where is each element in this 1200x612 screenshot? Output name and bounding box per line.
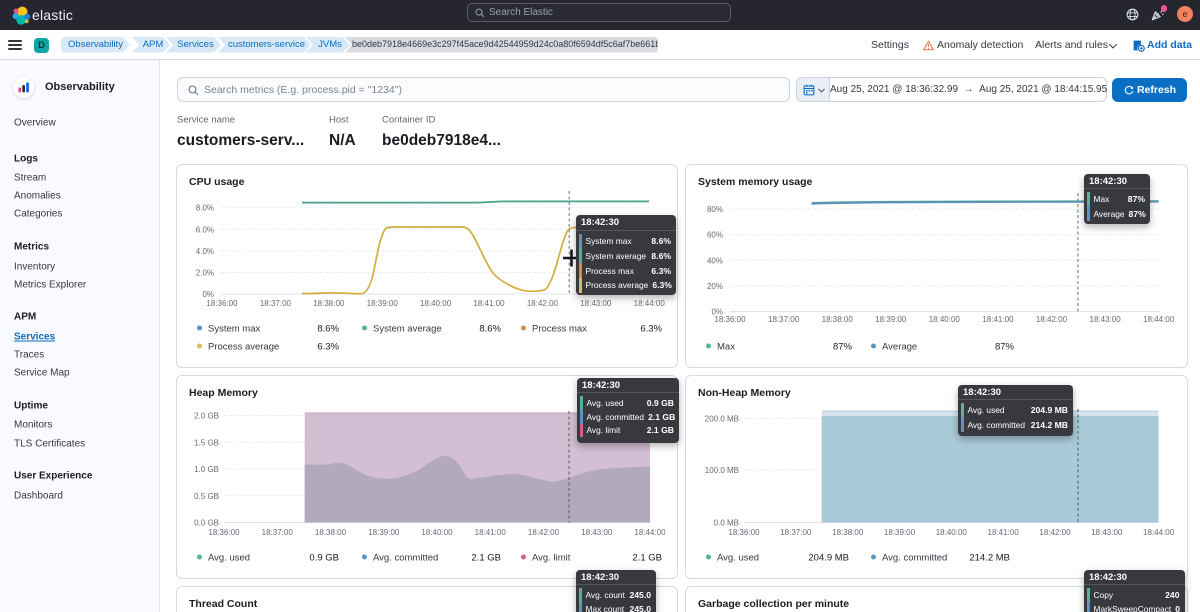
svg-text:18:42:00: 18:42:00 [528,528,560,537]
svg-text:1.0 GB: 1.0 GB [194,465,219,474]
svg-text:18:40:00: 18:40:00 [936,528,968,537]
svg-text:18:41:00: 18:41:00 [473,299,505,308]
svg-text:18:44:00: 18:44:00 [1143,315,1175,324]
svg-text:18:37:00: 18:37:00 [260,299,292,308]
svg-text:18:41:00: 18:41:00 [982,315,1014,324]
svg-text:18:38:00: 18:38:00 [313,299,345,308]
svg-text:1.5 GB: 1.5 GB [194,438,219,447]
svg-text:0%: 0% [711,307,723,316]
svg-text:18:39:00: 18:39:00 [875,315,907,324]
svg-text:18:42:00: 18:42:00 [1039,528,1071,537]
svg-text:18:40:00: 18:40:00 [421,528,453,537]
svg-text:0.5 GB: 0.5 GB [194,491,219,500]
svg-text:6.0%: 6.0% [196,225,214,234]
svg-text:18:43:00: 18:43:00 [1091,528,1123,537]
svg-text:18:40:00: 18:40:00 [929,315,961,324]
svg-text:18:39:00: 18:39:00 [884,528,916,537]
svg-text:40%: 40% [707,256,723,265]
svg-text:18:44:00: 18:44:00 [1143,528,1175,537]
svg-text:18:44:00: 18:44:00 [634,528,666,537]
svg-text:80%: 80% [707,205,723,214]
svg-text:18:36:00: 18:36:00 [728,528,760,537]
svg-text:20%: 20% [707,281,723,290]
svg-text:18:37:00: 18:37:00 [768,315,800,324]
svg-text:18:38:00: 18:38:00 [832,528,864,537]
svg-text:0%: 0% [202,290,214,299]
svg-text:18:39:00: 18:39:00 [367,299,399,308]
svg-text:8.0%: 8.0% [196,203,214,212]
svg-text:18:43:00: 18:43:00 [580,299,612,308]
svg-text:2.0%: 2.0% [196,268,214,277]
svg-text:18:43:00: 18:43:00 [581,528,613,537]
svg-text:18:42:00: 18:42:00 [527,299,559,308]
svg-text:18:41:00: 18:41:00 [988,528,1020,537]
svg-text:18:43:00: 18:43:00 [1090,315,1122,324]
svg-text:18:36:00: 18:36:00 [206,299,238,308]
svg-text:18:40:00: 18:40:00 [420,299,452,308]
svg-text:18:37:00: 18:37:00 [780,528,812,537]
svg-text:18:42:00: 18:42:00 [1036,315,1068,324]
svg-text:18:36:00: 18:36:00 [714,315,746,324]
svg-text:18:36:00: 18:36:00 [208,528,240,537]
svg-text:200.0 MB: 200.0 MB [705,414,739,423]
svg-text:100.0 MB: 100.0 MB [705,466,739,475]
svg-text:18:38:00: 18:38:00 [822,315,854,324]
svg-text:18:38:00: 18:38:00 [315,528,347,537]
svg-text:18:44:00: 18:44:00 [634,299,666,308]
svg-text:2.0 GB: 2.0 GB [194,411,219,420]
svg-text:18:41:00: 18:41:00 [475,528,507,537]
svg-text:18:39:00: 18:39:00 [368,528,400,537]
svg-text:60%: 60% [707,230,723,239]
svg-text:0.0 GB: 0.0 GB [194,518,219,527]
svg-text:0.0 MB: 0.0 MB [714,518,739,527]
svg-text:18:37:00: 18:37:00 [262,528,294,537]
svg-text:4.0%: 4.0% [196,246,214,255]
